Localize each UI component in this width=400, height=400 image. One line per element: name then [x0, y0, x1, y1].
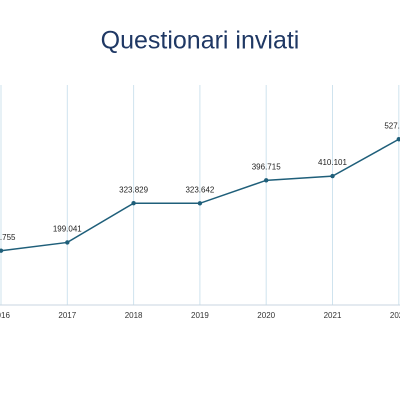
x-tick-label: 2016	[0, 311, 10, 320]
chart-title: Questionari inviati	[101, 27, 300, 55]
data-label: 410.101	[318, 158, 347, 167]
point	[197, 201, 203, 206]
x-tick-label: 2022	[390, 311, 400, 320]
data-label: 396.715	[252, 162, 281, 171]
x-tick-label: 2017	[58, 311, 76, 320]
point	[65, 240, 70, 245]
data-label: 172.755	[0, 233, 16, 242]
point	[0, 248, 4, 253]
x-tick-label: 2018	[125, 311, 143, 320]
x-tick-label: 2019	[191, 311, 209, 320]
x-tick-label: 2021	[324, 311, 342, 320]
point	[131, 201, 136, 206]
data-label: 323.829	[119, 185, 148, 194]
point	[396, 137, 400, 142]
data-label: 323.642	[185, 185, 214, 194]
x-tick-label: 2020	[257, 311, 275, 320]
point	[330, 173, 335, 179]
point	[264, 178, 269, 183]
data-label: 199.041	[53, 225, 82, 234]
data-label: 527.412	[384, 121, 400, 130]
